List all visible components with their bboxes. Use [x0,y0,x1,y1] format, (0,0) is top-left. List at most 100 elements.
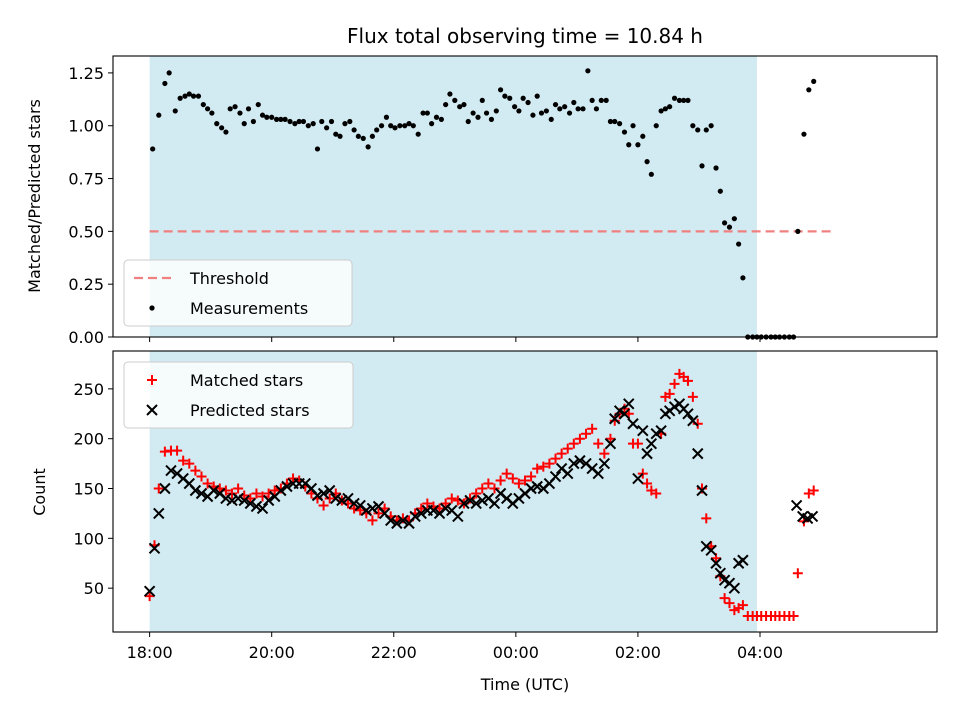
measurement-point [635,142,641,148]
legend-matched-swatch [147,375,157,385]
measurement-point [717,188,723,194]
measurement-point [626,142,632,148]
measurement-point [443,101,449,108]
x-tick-label: 20:00 [249,643,295,662]
measurement-point [470,110,476,116]
measurement-point [347,118,353,125]
measurement-point [465,118,471,125]
matched-star-point [737,600,748,611]
matched-star-point [440,498,451,509]
matched-star-point [701,513,712,524]
measurement-point [479,97,485,103]
predicted-star-point [645,437,658,450]
measurement-point [607,118,614,125]
measurement-point [488,116,495,122]
measurement-point [676,97,683,103]
matched-star-point [318,500,329,511]
measurement-point [420,110,426,116]
measurement-point [667,104,673,110]
measurement-point [292,121,298,127]
measurement-point [708,123,714,129]
measurement-point [162,80,168,87]
predicted-star-point [281,480,293,493]
matched-star-point [642,478,653,489]
measurement-point [457,104,463,110]
matched-star-point [172,445,183,456]
measurement-point [351,127,357,133]
measurement-point [621,129,628,135]
measurement-point [287,118,293,125]
measurement-point [497,87,504,93]
measurement-point [186,91,192,97]
matched-star-point [489,483,500,494]
y-tick-label: 0.25 [68,275,104,294]
measurement-point [475,114,481,120]
measurement-point [695,127,701,133]
predicted-star-point [452,510,464,523]
matched-star-point [190,465,201,476]
measurement-point [245,106,252,112]
y-tick-label: 200 [73,430,104,449]
measurement-point [324,125,330,131]
measurement-point [713,165,719,171]
measurement-point [658,108,664,114]
matched-star-point [355,505,366,516]
predicted-star-point [232,492,244,505]
matched-star-point [669,378,680,389]
measurement-point [402,123,408,129]
predicted-star-point [525,482,537,495]
matched-star-point [526,471,537,482]
y-tick-label: 1.00 [68,117,104,136]
measurement-point [452,97,458,103]
predicted-star-point [549,470,562,483]
measurement-point [653,123,659,129]
predicted-star-point [336,494,348,507]
measurement-point [237,110,243,116]
measurement-point [516,108,522,114]
predicted-star-point [574,454,586,467]
measurement-point [314,146,321,152]
matched-star-point [562,443,573,454]
predicted-star-point [692,447,704,460]
measurement-point [264,114,270,120]
measurement-point [219,125,225,131]
top-y-axis-label: Matched/Predicted stars [25,99,44,293]
predicted-star-point [623,398,635,410]
matched-star-point [651,488,662,499]
measurement-point [150,146,156,152]
measurement-point [520,95,526,101]
measurement-point [685,97,691,103]
predicted-star-point [439,502,452,515]
measurement-point [598,97,604,103]
axes-frame [112,350,938,633]
matched-star-point [196,471,207,482]
measurement-point [617,121,623,127]
legend-label: Predicted stars [190,401,310,420]
measurement-point [801,131,807,137]
predicted-star-point [153,507,165,520]
matched-star-point [251,488,262,499]
y-tick-label: 0.00 [68,328,104,347]
predicted-star-point [641,447,653,460]
y-tick-label: 50 [84,579,104,598]
predicted-star-point [244,497,257,510]
predicted-star-point [592,467,604,480]
legend: Matched stars Predicted stars [123,361,354,429]
matched-star-point [632,438,643,449]
measurement-point [538,110,545,116]
measurement-point [269,114,275,120]
matched-star-point [513,478,524,489]
measurement-point [241,121,247,127]
matched-star-point [532,463,543,474]
measurement-point [190,93,197,99]
y-tick-label: 0.50 [68,222,104,241]
measurement-point [548,116,554,122]
measurement-point [593,106,600,112]
y-tick-label: 100 [73,529,104,548]
measurement-point [319,118,325,125]
matched-star-point [587,423,598,434]
measurement-point [795,228,801,234]
predicted-star-point [275,484,287,497]
predicted-star-point [165,464,177,477]
measurement-point [392,125,398,131]
